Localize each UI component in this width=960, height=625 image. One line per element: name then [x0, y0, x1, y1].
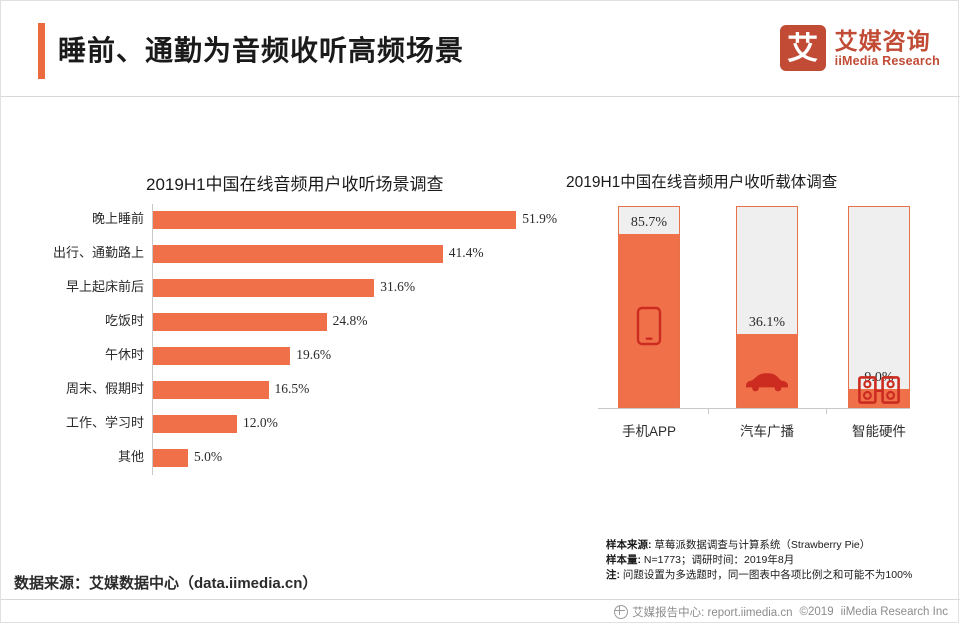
- bar-segment: [153, 449, 188, 467]
- column-track: [848, 206, 910, 408]
- bar-row: 早上起床前后 31.6%: [0, 279, 560, 297]
- globe-icon: [614, 605, 629, 619]
- bar-row: 午休时 19.6%: [0, 347, 560, 365]
- column-value-label: 36.1%: [748, 315, 786, 331]
- car-icon: [746, 373, 788, 392]
- bar-segment: [153, 279, 375, 297]
- bar-row: 周末、假期时 16.5%: [0, 381, 560, 399]
- bar-value-label: 16.5%: [274, 381, 310, 396]
- axis-tick: [826, 408, 827, 414]
- note-sample-source-label: 样本来源:: [606, 539, 652, 551]
- listening-scenes-chart: 晚上睡前 51.9% 出行、通勤路上 41.4% 早上起床前后 31.6% 吃饭时 24.8%…: [0, 200, 560, 480]
- note-multiselect: 注: 问题设置为多选题时，同一图表中各项比例之和可能不为100%: [606, 568, 956, 583]
- iimedia-logo: 艾 艾媒咨询 iiMedia Research: [779, 22, 940, 74]
- smart-speaker-icon: [858, 376, 900, 404]
- right-chart-title: 2019H1中国在线音频用户收听载体调查: [566, 174, 838, 191]
- column-value-label: 85.7%: [630, 214, 668, 230]
- bar-segment: [153, 245, 443, 263]
- logo-text: 艾媒咨询 iiMedia Research: [835, 28, 940, 69]
- bar-value-label: 12.0%: [243, 415, 278, 430]
- bar-value-label: 51.9%: [522, 211, 558, 226]
- bar-row: 其他 5.0%: [0, 449, 560, 467]
- bar-row: 工作、学习时 12.0%: [0, 415, 560, 433]
- footer-credits: 艾媒报告中心: report.iimedia.cn ©2019 iiMedia …: [614, 604, 948, 620]
- bar-category-label: 其他: [117, 449, 144, 464]
- column-fill: [619, 233, 679, 407]
- listening-devices-chart: 85.7% 手机APP 36.1% 汽车广播 9.0% 智能硬件: [596, 196, 916, 446]
- bar-row: 吃饭时 24.8%: [0, 313, 560, 331]
- note-sample-source: 样本来源: 草莓派数据调查与计算系统（Strawberry Pie）: [606, 538, 956, 553]
- bar-value-label: 5.0%: [194, 449, 223, 464]
- column-category-label: 手机APP: [621, 424, 676, 439]
- bar-value-label: 24.8%: [332, 313, 368, 328]
- footer-copyright: ©2019: [799, 606, 834, 618]
- page-title: 睡前、通勤为音频收听高频场景: [58, 35, 465, 66]
- note-sample-size: 样本量: N=1773；调研时间：2019年8月: [606, 553, 956, 568]
- column-value-label: 9.0%: [864, 369, 894, 385]
- note-sample-size-value: N=1773；调研时间：2019年8月: [643, 554, 795, 566]
- logo-name-cn: 艾媒咨询: [834, 27, 931, 54]
- logo-name-en: iiMedia Research: [834, 53, 940, 68]
- column-fill: [737, 334, 797, 407]
- slide-header: 睡前、通勤为音频收听高频场景 艾 艾媒咨询 iiMedia Research: [0, 0, 960, 97]
- bar-category-label: 吃饭时: [104, 313, 144, 328]
- left-chart-title: 2019H1中国在线音频用户收听场景调查: [146, 175, 444, 194]
- column-category-label: 智能硬件: [852, 424, 906, 439]
- footer-report-center[interactable]: 艾媒报告中心: report.iimedia.cn: [632, 607, 793, 619]
- title-accent-bar: [38, 23, 45, 79]
- note-multiselect-value: 问题设置为多选题时，同一图表中各项比例之和可能不为100%: [622, 569, 913, 581]
- bar-value-label: 41.4%: [448, 245, 484, 260]
- bar-category-label: 周末、假期时: [65, 381, 144, 396]
- bar-category-label: 早上起床前后: [65, 279, 144, 294]
- data-source-line: 数据来源：艾媒数据中心（data.iimedia.cn）: [14, 575, 318, 592]
- bar-segment: [153, 211, 517, 229]
- bar-segment: [153, 381, 269, 399]
- bar-segment: [153, 313, 327, 331]
- note-multiselect-label: 注:: [606, 569, 620, 581]
- left-chart-axis: [152, 204, 153, 475]
- bar-row: 出行、通勤路上 41.4%: [0, 245, 560, 263]
- axis-tick: [708, 408, 709, 414]
- bar-segment: [153, 347, 291, 365]
- bar-category-label: 晚上睡前: [91, 211, 144, 226]
- bar-category-label: 午休时: [104, 347, 144, 362]
- column-track: [618, 206, 680, 408]
- footer-bar: 艾媒报告中心: report.iimedia.cn ©2019 iiMedia …: [0, 599, 960, 625]
- column-category-label: 汽车广播: [740, 424, 794, 439]
- footer-company: iiMedia Research Inc: [840, 606, 948, 618]
- bar-row: 晚上睡前 51.9%: [0, 211, 560, 229]
- smart-speaker-icon-wrap: [848, 376, 910, 404]
- bar-segment: [153, 415, 237, 433]
- car-icon-wrap: [736, 370, 798, 392]
- bar-category-label: 工作、学习时: [65, 415, 144, 430]
- chart-notes: 样本来源: 草莓派数据调查与计算系统（Strawberry Pie） 样本量: …: [606, 538, 956, 583]
- phone-icon-wrap: [618, 306, 680, 346]
- note-sample-source-value: 草莓派数据调查与计算系统（Strawberry Pie）: [654, 539, 871, 551]
- phone-icon: [636, 306, 662, 346]
- bar-value-label: 31.6%: [380, 279, 416, 294]
- bar-value-label: 19.6%: [296, 347, 332, 362]
- logo-mark-icon: 艾: [779, 25, 826, 71]
- right-chart-baseline: [598, 408, 910, 409]
- note-sample-size-label: 样本量:: [606, 554, 641, 566]
- bar-category-label: 出行、通勤路上: [52, 245, 144, 260]
